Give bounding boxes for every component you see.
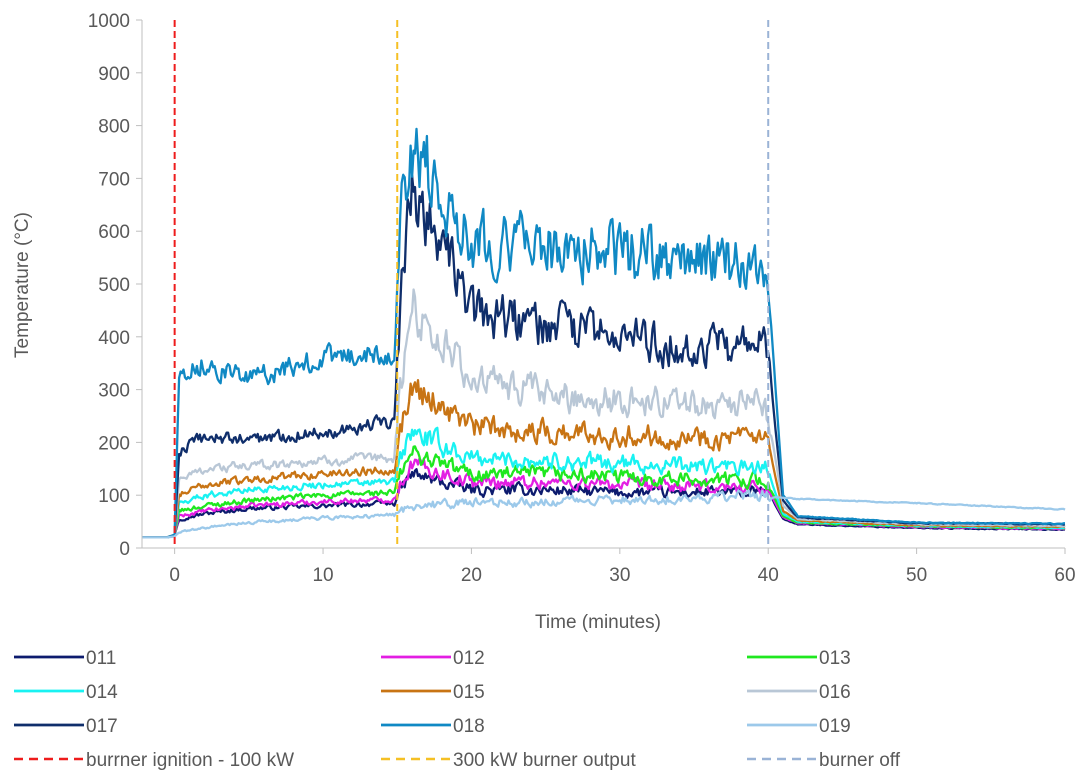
legend-label: 300 kW burner output (453, 750, 636, 771)
series-line-018 (142, 127, 1065, 539)
legend-label: 011 (86, 648, 116, 669)
x-tick-label: 0 (169, 565, 180, 586)
legend-item: burner off (747, 750, 901, 771)
x-tick-label: 20 (461, 565, 482, 586)
legend-item: 011 (14, 648, 116, 669)
y-tick-label: 800 (98, 117, 130, 138)
legend-item: 300 kW burner output (381, 750, 636, 771)
legend-item: 018 (381, 716, 485, 737)
y-tick-label: 0 (119, 539, 130, 560)
y-tick-label: 1000 (88, 11, 130, 32)
x-tick-label: 10 (312, 565, 333, 586)
legend-item: 019 (747, 716, 851, 737)
legend-label: 018 (453, 716, 485, 737)
x-tick-label: 50 (906, 565, 927, 586)
axes: 0 100 200 300 400 500 600 700 800 900 1000 0 10 20 30 4… (88, 11, 1076, 586)
legend: 011 012 013 014 015 016 017 018 019 burrner ignit… (14, 648, 901, 771)
legend-label: burrner ignition - 100 kW (86, 750, 294, 771)
legend-label: 017 (86, 716, 118, 737)
y-axis-label: Temperature (°C) (12, 212, 33, 358)
y-tick-label: 500 (98, 275, 130, 296)
legend-item: 017 (14, 716, 118, 737)
legend-item: 015 (381, 682, 485, 703)
legend-item: 012 (381, 648, 485, 669)
legend-label: 012 (453, 648, 485, 669)
y-tick-label: 400 (98, 328, 130, 349)
y-tick-label: 300 (98, 381, 130, 402)
plot-area (142, 20, 1066, 548)
series-line-015 (142, 378, 1066, 539)
y-tick-label: 900 (98, 64, 130, 85)
legend-item: burrner ignition - 100 kW (14, 750, 294, 771)
x-tick-label: 30 (609, 565, 630, 586)
legend-label: 015 (453, 682, 485, 703)
y-tick-label: 200 (98, 433, 130, 454)
legend-label: 016 (819, 682, 851, 703)
x-tick-label: 40 (758, 565, 779, 586)
y-tick-label: 600 (98, 222, 130, 243)
legend-item: 013 (747, 648, 851, 669)
legend-label: 013 (819, 648, 851, 669)
legend-label: 014 (86, 682, 118, 703)
legend-item: 014 (14, 682, 118, 703)
x-axis-label: Time (minutes) (535, 612, 661, 633)
series-line-019 (142, 489, 1066, 539)
legend-label: 019 (819, 716, 851, 737)
y-tick-label: 100 (98, 486, 130, 507)
legend-label: burner off (819, 750, 901, 771)
x-tick-label: 60 (1054, 565, 1075, 586)
y-tick-label: 700 (98, 169, 130, 190)
legend-item: 016 (747, 682, 851, 703)
